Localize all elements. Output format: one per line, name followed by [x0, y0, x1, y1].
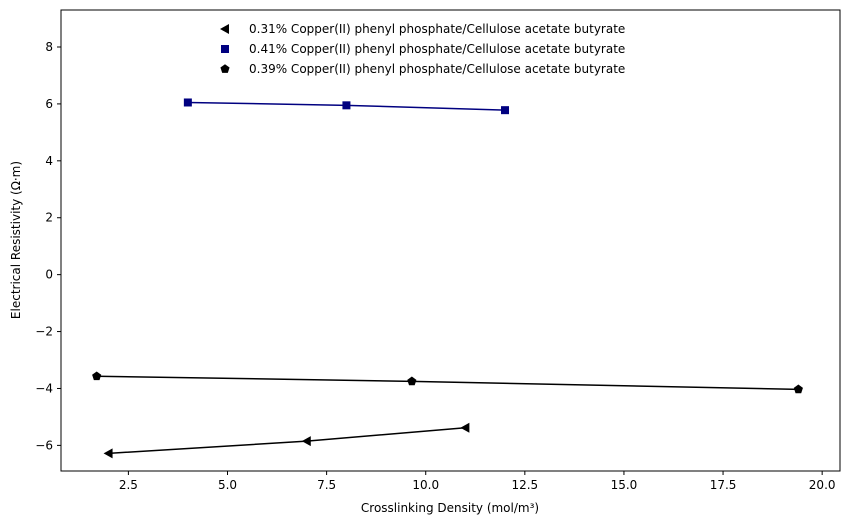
y-axis-label: Electrical Resistivity (Ω·m) [9, 161, 23, 319]
triangle-marker [301, 436, 311, 447]
y-tick-label: 4 [45, 154, 53, 168]
legend-item: 0.41% Copper(II) phenyl phosphate/Cellul… [221, 42, 625, 56]
legend: 0.31% Copper(II) phenyl phosphate/Cellul… [220, 22, 625, 76]
legend-label: 0.41% Copper(II) phenyl phosphate/Cellul… [249, 42, 625, 56]
x-tick-label: 5.0 [218, 478, 237, 492]
y-tick-label: 8 [45, 40, 53, 54]
square-marker [342, 101, 351, 110]
y-axis: −6 −4 −2 0 2 4 6 8 [35, 40, 61, 452]
pentagon-marker [793, 384, 803, 394]
y-tick-label: −4 [35, 381, 53, 395]
y-tick-label: 6 [45, 97, 53, 111]
x-tick-label: 7.5 [317, 478, 336, 492]
triangle-marker [460, 422, 470, 433]
legend-label: 0.31% Copper(II) phenyl phosphate/Cellul… [249, 22, 625, 36]
series-layer [92, 98, 803, 459]
x-tick-label: 20.0 [809, 478, 836, 492]
square-marker [221, 45, 229, 53]
pentagon-marker [407, 376, 417, 386]
x-tick-label: 12.5 [511, 478, 538, 492]
series-3 [92, 371, 803, 394]
y-tick-label: 2 [45, 211, 53, 225]
legend-label: 0.39% Copper(II) phenyl phosphate/Cellul… [249, 62, 625, 76]
square-marker [501, 106, 510, 115]
y-tick-label: −2 [35, 325, 53, 339]
pentagon-marker [92, 371, 102, 381]
triangle-marker [103, 448, 113, 459]
series-1 [103, 422, 470, 459]
x-tick-label: 17.5 [710, 478, 737, 492]
x-tick-label: 10.0 [412, 478, 439, 492]
square-marker [183, 98, 192, 107]
y-tick-label: 0 [45, 268, 53, 282]
x-tick-label: 15.0 [611, 478, 638, 492]
x-axis: 2.5 5.0 7.5 10.0 12.5 15.0 17.5 20.0 [119, 471, 836, 492]
x-axis-label: Crosslinking Density (mol/m³) [361, 501, 539, 515]
plot-area [60, 9, 841, 472]
triangle-marker [220, 24, 229, 34]
y-tick-label: −6 [35, 438, 53, 452]
pentagon-marker [220, 64, 230, 73]
x-tick-label: 2.5 [119, 478, 138, 492]
legend-item: 0.31% Copper(II) phenyl phosphate/Cellul… [220, 22, 625, 36]
legend-item: 0.39% Copper(II) phenyl phosphate/Cellul… [220, 62, 625, 76]
series-2 [183, 98, 510, 115]
